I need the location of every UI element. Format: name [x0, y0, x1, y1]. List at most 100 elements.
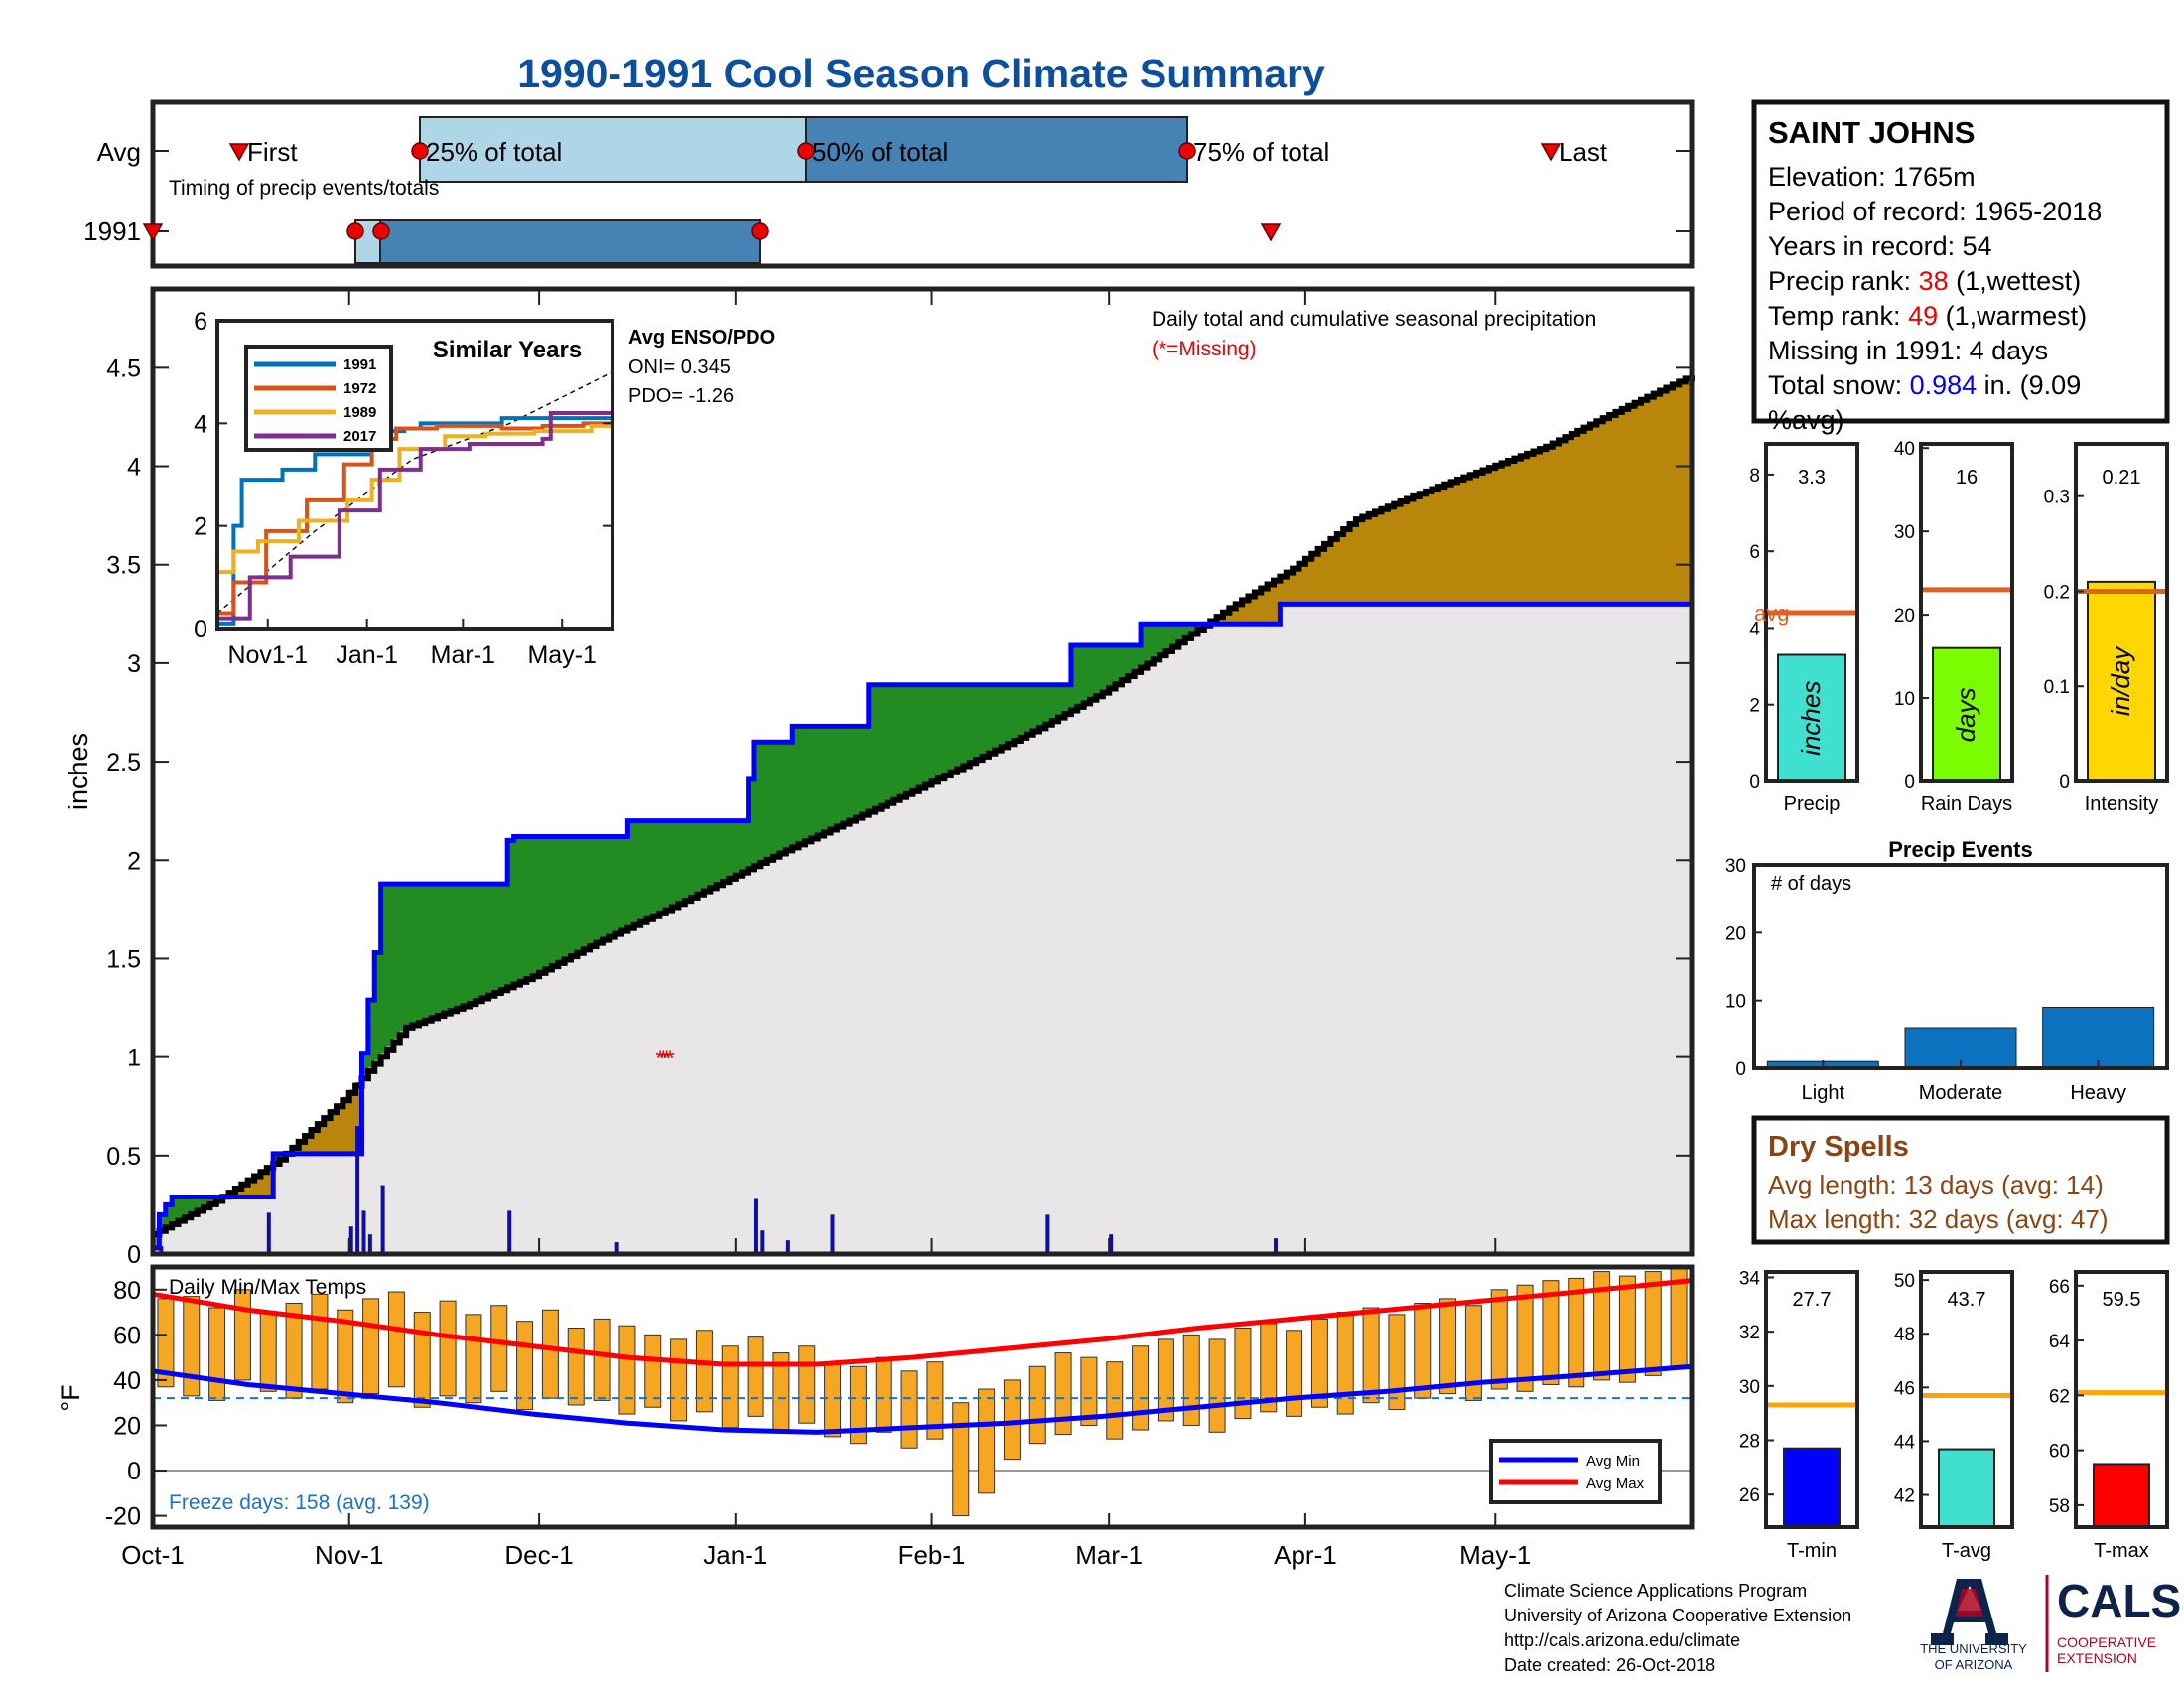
temp-y-ticks: -20 0 20 40 60 80: [105, 1277, 1497, 1531]
temp-stat-ytick-label: 66: [2049, 1277, 2070, 1298]
cumulative-fill-column: [1051, 719, 1059, 1254]
wet-anomaly-column: [1128, 645, 1136, 674]
dry-anomaly-column: [1229, 606, 1237, 625]
daily-temp-range-bar: [1054, 1352, 1072, 1436]
dry-anomaly-column: [1456, 478, 1464, 605]
wet-anomaly-column: [1032, 684, 1040, 730]
wet-anomaly-column: [899, 684, 907, 796]
cumulative-fill-column: [602, 938, 610, 1254]
temp-stat-label: T-avg: [1942, 1540, 1991, 1562]
dry-anomaly-column: [1222, 610, 1230, 625]
stat-ytick-label: 0.3: [2044, 488, 2070, 508]
cumulative-fill-column: [1456, 604, 1464, 1254]
cumulative-fill-column: [621, 929, 628, 1254]
cumulative-fill-column: [773, 855, 780, 1254]
main-y-ticks: 0 0.5 1 1.5 2 2.5 3 3.5 4 4.5: [106, 289, 1692, 1269]
coop-line2: EXTENSION: [2057, 1650, 2137, 1666]
stat-ytick-label: 8: [1749, 466, 1760, 487]
wet-anomaly-column: [418, 884, 426, 1022]
month-label: May-1: [1459, 1540, 1531, 1570]
1991-25-marker: [346, 222, 364, 240]
inset-legend-label: 2017: [343, 428, 376, 445]
dry-anomaly-column: [1628, 404, 1636, 605]
cumulative-fill-column: [1267, 624, 1275, 1254]
daily-temp-range-bar: [1464, 1305, 1482, 1401]
main-note: Daily total and cumulative seasonal prec…: [1152, 308, 1596, 331]
cumulative-fill-column: [918, 786, 926, 1254]
cumulative-fill-column: [1064, 712, 1072, 1254]
daily-precip-bar: [367, 1234, 372, 1254]
cumulative-fill-column: [817, 833, 825, 1254]
wet-anomaly-column: [729, 820, 737, 878]
cumulative-fill-column: [545, 967, 553, 1254]
stat-ytick-label: 40: [1894, 439, 1915, 460]
cumulative-fill-column: [1355, 604, 1363, 1254]
temp-ytick-label: 0: [127, 1458, 141, 1485]
wet-anomaly-column: [444, 884, 452, 1013]
cumulative-fill-column: [982, 755, 990, 1254]
temp-stat-panel-t-max: 58 60 62 64 66 59.5 T-max: [2049, 1270, 2169, 1562]
cumulative-fill-column: [494, 991, 502, 1254]
daily-temp-range-bar: [1439, 1298, 1457, 1395]
cumulative-fill-column: [273, 1161, 281, 1254]
wet-anomaly-column: [931, 684, 939, 780]
temp-stat-ytick-label: 28: [1739, 1432, 1760, 1453]
cumulative-fill-column: [1026, 733, 1034, 1254]
dry-anomaly-column: [1413, 494, 1421, 605]
daily-precip-bar: [830, 1214, 835, 1254]
dry-anomaly-column: [1267, 582, 1275, 625]
wet-anomaly-column: [494, 884, 502, 992]
temp-stat-bar: [1783, 1447, 1841, 1528]
cumulative-fill-column: [1520, 604, 1528, 1254]
wet-anomaly-column: [367, 1000, 375, 1068]
main-ytick-label: 0: [127, 1241, 141, 1269]
cumulative-fill-column: [893, 798, 901, 1254]
cumulative-fill-column: [380, 1053, 388, 1254]
wet-anomaly-column: [742, 820, 750, 871]
inset-legend-label: 1991: [343, 356, 376, 373]
wet-anomaly-column: [1115, 645, 1123, 683]
inset-xtick-label: May-1: [527, 641, 596, 669]
wet-anomaly-column: [887, 684, 894, 802]
dry-anomaly-column: [1653, 392, 1661, 605]
wet-anomaly-column: [893, 684, 901, 799]
daily-precip-bar: [507, 1210, 512, 1254]
temp-stat-ytick-label: 64: [2049, 1332, 2071, 1352]
event-category-label: Light: [1802, 1082, 1845, 1104]
wet-anomaly-column: [760, 742, 768, 862]
footer-line2: University of Arizona Cooperative Extens…: [1504, 1606, 1851, 1625]
dry-anomaly-column: [234, 1186, 242, 1197]
daily-temp-range-bar: [1182, 1334, 1200, 1426]
cumulative-fill-column: [1008, 742, 1015, 1254]
1991-50-75-bar: [379, 219, 761, 264]
daily-temp-range-bar: [1388, 1314, 1406, 1411]
dry-anomaly-column: [330, 1109, 338, 1154]
cumulative-fill-column: [1570, 604, 1578, 1254]
cumulative-fill-column: [753, 864, 761, 1254]
wet-anomaly-column: [798, 726, 806, 843]
cumulative-fill-column: [488, 994, 495, 1254]
dry-anomaly-column: [1685, 376, 1693, 605]
cumulative-fill-column: [1660, 604, 1667, 1254]
dry-anomaly-column: [1317, 546, 1325, 605]
wet-anomaly-column: [1160, 624, 1167, 654]
cumulative-fill-column: [609, 935, 616, 1254]
wet-anomaly-column: [393, 884, 401, 1039]
wet-anomaly-column: [811, 726, 819, 837]
daily-temp-range-bar: [1362, 1307, 1380, 1404]
wet-anomaly-column: [710, 820, 718, 887]
wet-anomaly-column: [570, 836, 578, 955]
cumulative-fill-column: [1559, 604, 1566, 1254]
stat-avg-label: avg: [1754, 601, 1789, 626]
enso-title: Avg ENSO/PDO: [628, 327, 775, 349]
temp-axes: [150, 1264, 1695, 1530]
wet-anomaly-column: [374, 952, 382, 1060]
dry-anomaly-column: [1336, 531, 1344, 605]
ua-logo-line1: THE UNIVERSITY: [1920, 1641, 2027, 1656]
cumulative-fill-column: [228, 1196, 236, 1254]
wet-anomaly-column: [1077, 645, 1085, 706]
dry-anomaly-column: [1559, 438, 1566, 605]
wet-anomaly-column: [691, 820, 699, 897]
wet-anomaly-column: [723, 820, 730, 881]
